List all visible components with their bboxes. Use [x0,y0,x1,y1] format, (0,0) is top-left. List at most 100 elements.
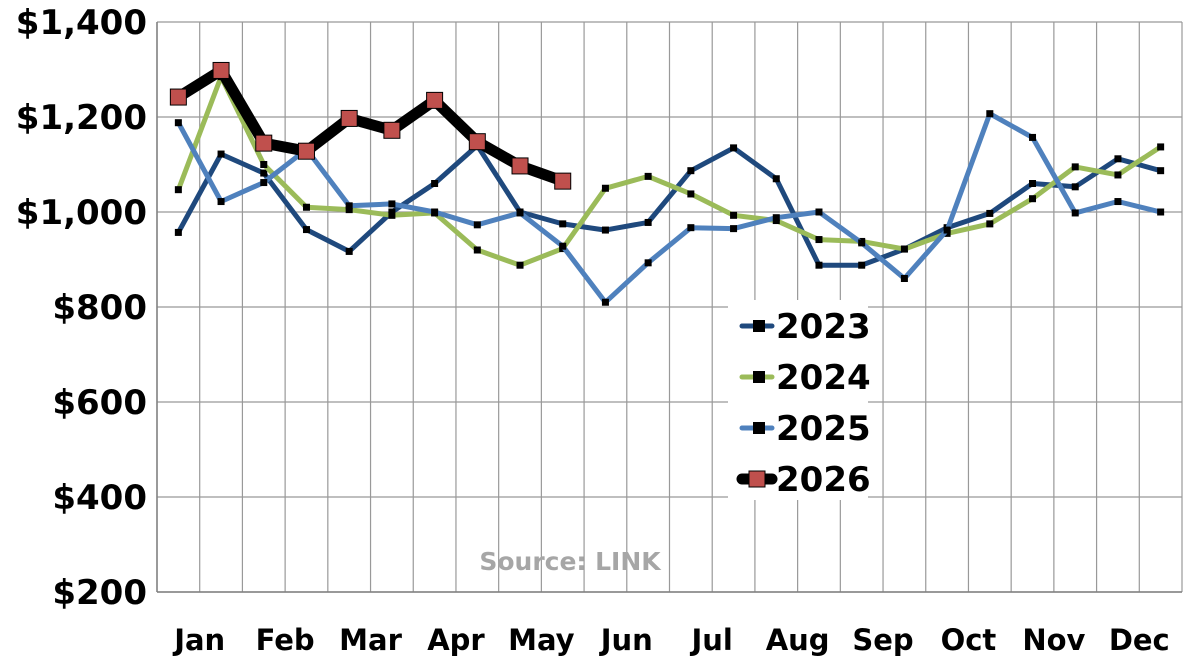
data-point [815,236,823,244]
data-point [260,161,268,168]
y-tick-label: $1,000 [16,193,147,233]
data-point [644,259,652,267]
data-point [174,119,182,127]
data-point [815,261,823,269]
data-point [1157,167,1165,175]
y-tick-label: $400 [52,478,147,518]
data-point [687,167,695,175]
series-lines [169,61,1165,306]
data-point [174,186,182,194]
y-tick-label: $1,400 [16,3,147,43]
data-point [559,242,567,250]
data-point [255,134,273,152]
data-point [1114,171,1122,179]
data-point [468,133,486,151]
data-point [858,261,866,269]
data-point [554,172,572,190]
y-tick-label: $200 [52,573,147,613]
data-point [297,142,315,160]
data-point [212,61,230,79]
data-point [644,172,652,180]
legend-swatch-marker [753,371,765,383]
data-point [730,211,738,219]
data-point [687,224,695,232]
x-tick-label: Sep [852,623,913,657]
x-tick-label: Jul [690,623,733,657]
data-point [302,226,310,234]
y-tick-label: $800 [52,288,147,328]
data-point [1114,155,1122,163]
data-point [687,190,695,198]
legend-item-2023: 2023 [739,307,871,347]
legend-label: 2024 [776,358,871,398]
data-point [511,157,529,175]
source-annotation: Source: LINK [479,547,662,576]
series-2026 [169,61,572,190]
data-point [1029,180,1037,187]
data-point [473,246,481,254]
data-point [431,208,439,216]
data-point [345,202,353,210]
data-point [943,226,951,234]
x-tick-label: Feb [256,623,315,657]
data-point [302,203,310,211]
data-point [986,220,994,228]
data-point [1114,198,1122,206]
data-point [730,144,738,152]
series-line-2025 [175,111,1164,305]
x-tick-label: Dec [1109,623,1170,657]
data-point [383,121,401,139]
data-point [559,220,567,228]
data-point [516,209,524,217]
data-point [986,209,994,217]
data-point [217,150,225,158]
data-point [345,206,353,214]
x-tick-label: Jun [599,623,653,657]
series-2025 [174,110,1165,306]
data-point [601,184,609,192]
data-point [986,110,994,118]
data-point [1029,133,1037,141]
data-point [815,208,823,216]
legend-label: 2023 [776,307,871,347]
data-point [217,198,225,206]
data-point [900,245,908,253]
data-point [174,228,182,236]
data-point [772,175,780,183]
data-point [1071,209,1079,217]
y-tick-label: $1,200 [16,98,147,138]
legend-swatch-marker [753,422,765,434]
x-tick-label: Jan [172,623,225,657]
data-point [340,109,358,127]
legend-item-2025: 2025 [739,409,871,449]
data-point [169,88,187,106]
data-point [1157,208,1165,216]
series-line-2024 [175,74,1164,268]
legend-item-2024: 2024 [739,358,871,398]
legend-swatch-marker [753,320,765,332]
x-tick-label: Aug [766,623,830,657]
data-point [1071,163,1079,171]
legend-label: 2025 [776,409,871,449]
legend-item-2026: 2026 [736,460,871,500]
data-point [388,211,396,219]
data-point [730,225,738,233]
data-point [260,169,268,177]
data-point [772,214,780,222]
legend: 2023 2024 2025 2026 [728,300,871,500]
series-line-2026 [172,64,569,187]
data-point [1071,183,1079,191]
data-point [345,247,353,255]
y-tick-label: $600 [52,383,147,423]
legend-label: 2026 [776,460,871,500]
data-point [1029,195,1037,203]
data-point [601,226,609,234]
x-axis-ticks: Jan Feb Mar Apr May Jun Jul Aug Sep Oct Nov Dec [172,623,1170,657]
data-point [601,298,609,306]
x-tick-label: Nov [1022,623,1085,657]
legend-background [728,300,868,500]
x-tick-label: Mar [339,623,402,657]
data-point [516,261,524,269]
